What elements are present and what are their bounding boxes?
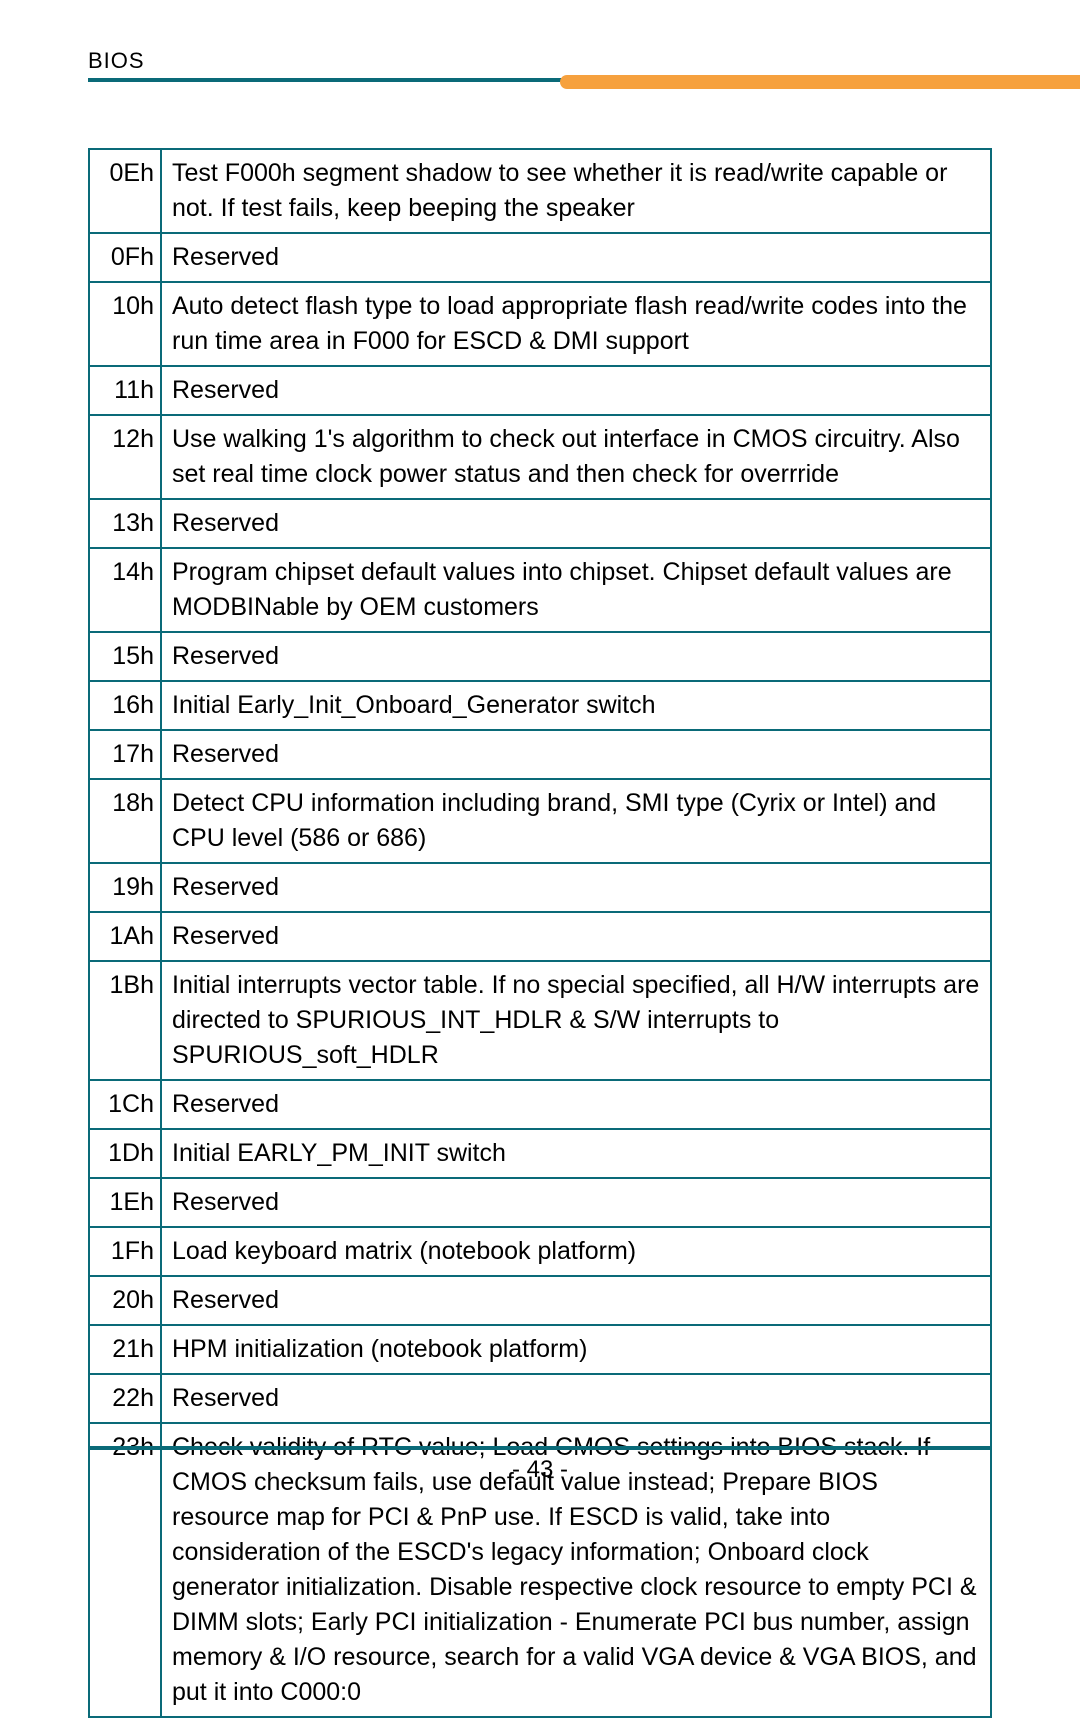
table-row: 1BhInitial interrupts vector table. If n… (89, 961, 991, 1080)
post-desc-cell: Reserved (161, 1374, 991, 1423)
post-code-cell: 14h (89, 548, 161, 632)
post-code-cell: 20h (89, 1276, 161, 1325)
post-code-cell: 0Eh (89, 149, 161, 233)
post-code-cell: 12h (89, 415, 161, 499)
table-row: 1EhReserved (89, 1178, 991, 1227)
post-desc-cell: Initial interrupts vector table. If no s… (161, 961, 991, 1080)
post-code-cell: 1Eh (89, 1178, 161, 1227)
page-number: - 43 - (0, 1456, 1080, 1484)
post-desc-cell: Reserved (161, 1080, 991, 1129)
post-desc-cell: Reserved (161, 1276, 991, 1325)
table-row: 14hProgram chipset default values into c… (89, 548, 991, 632)
post-desc-cell: Reserved (161, 233, 991, 282)
post-desc-cell: Use walking 1's algorithm to check out i… (161, 415, 991, 499)
table-row: 0FhReserved (89, 233, 991, 282)
header-section-label: BIOS (88, 48, 992, 78)
table-row: 11hReserved (89, 366, 991, 415)
table-row: 17hReserved (89, 730, 991, 779)
post-desc-cell: Detect CPU information including brand, … (161, 779, 991, 863)
table-row: 1FhLoad keyboard matrix (notebook platfo… (89, 1227, 991, 1276)
post-desc-cell: Reserved (161, 730, 991, 779)
post-code-cell: 10h (89, 282, 161, 366)
post-desc-cell: HPM initialization (notebook platform) (161, 1325, 991, 1374)
table-row: 0EhTest F000h segment shadow to see whet… (89, 149, 991, 233)
table-row: 1ChReserved (89, 1080, 991, 1129)
header-rule (88, 78, 992, 88)
post-code-cell: 15h (89, 632, 161, 681)
post-desc-cell: Auto detect flash type to load appropria… (161, 282, 991, 366)
post-desc-cell: Reserved (161, 912, 991, 961)
post-desc-cell: Program chipset default values into chip… (161, 548, 991, 632)
post-code-cell: 17h (89, 730, 161, 779)
post-code-cell: 21h (89, 1325, 161, 1374)
post-code-cell: 19h (89, 863, 161, 912)
post-desc-cell: Load keyboard matrix (notebook platform) (161, 1227, 991, 1276)
post-code-cell: 0Fh (89, 233, 161, 282)
table-row: 1AhReserved (89, 912, 991, 961)
header-accent-bar (560, 75, 1080, 89)
table-row: 18hDetect CPU information including bran… (89, 779, 991, 863)
post-desc-cell: Initial Early_Init_Onboard_Generator swi… (161, 681, 991, 730)
footer-rule (88, 1446, 992, 1450)
post-desc-cell: Reserved (161, 863, 991, 912)
table-row: 16hInitial Early_Init_Onboard_Generator … (89, 681, 991, 730)
table-row: 13hReserved (89, 499, 991, 548)
table-row: 12hUse walking 1's algorithm to check ou… (89, 415, 991, 499)
page: BIOS 0EhTest F000h segment shadow to see… (0, 0, 1080, 1528)
post-desc-cell: Reserved (161, 1178, 991, 1227)
post-code-cell: 1Fh (89, 1227, 161, 1276)
post-desc-cell: Initial EARLY_PM_INIT switch (161, 1129, 991, 1178)
post-desc-cell: Reserved (161, 632, 991, 681)
table-row: 22hReserved (89, 1374, 991, 1423)
table-row: 1DhInitial EARLY_PM_INIT switch (89, 1129, 991, 1178)
post-desc-cell: Reserved (161, 366, 991, 415)
post-code-cell: 1Ah (89, 912, 161, 961)
post-code-cell: 11h (89, 366, 161, 415)
table-row: 20hReserved (89, 1276, 991, 1325)
post-code-cell: 1Dh (89, 1129, 161, 1178)
post-code-cell: 1Ch (89, 1080, 161, 1129)
table-row: 10hAuto detect flash type to load approp… (89, 282, 991, 366)
post-code-cell: 16h (89, 681, 161, 730)
post-code-cell: 1Bh (89, 961, 161, 1080)
post-code-cell: 18h (89, 779, 161, 863)
post-code-cell: 13h (89, 499, 161, 548)
table-row: 19hReserved (89, 863, 991, 912)
post-code-cell: 22h (89, 1374, 161, 1423)
post-desc-cell: Reserved (161, 499, 991, 548)
post-desc-cell: Test F000h segment shadow to see whether… (161, 149, 991, 233)
table-row: 21hHPM initialization (notebook platform… (89, 1325, 991, 1374)
table-row: 15hReserved (89, 632, 991, 681)
